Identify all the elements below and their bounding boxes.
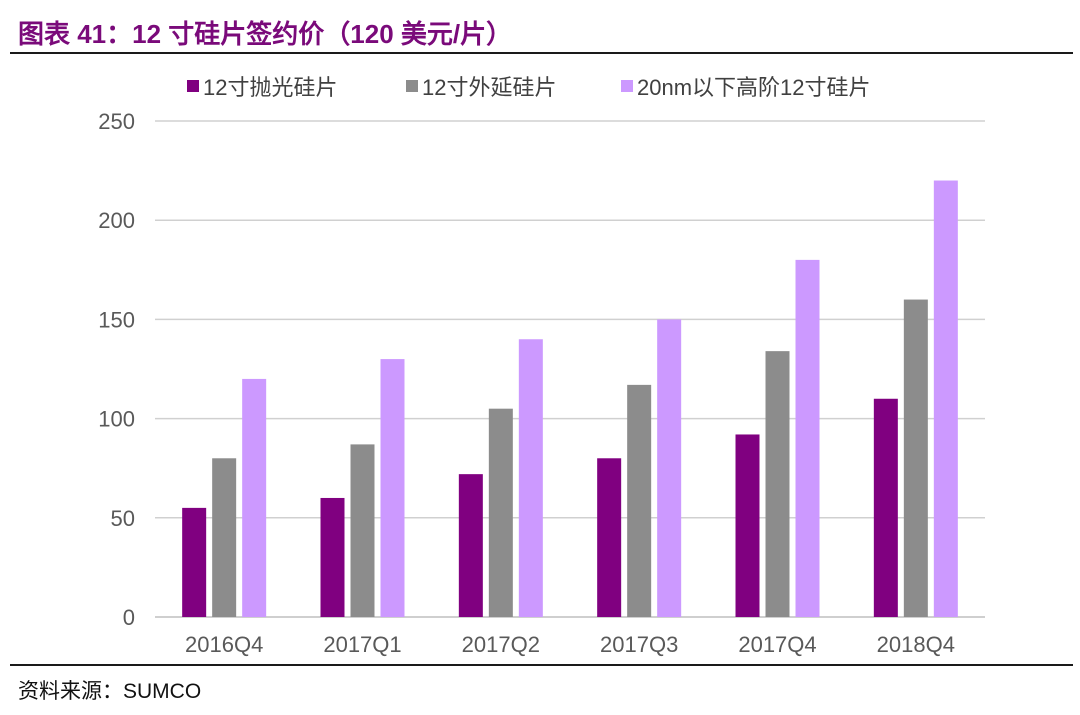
y-tick-label: 150 xyxy=(98,307,135,332)
bar-polished xyxy=(597,458,622,617)
y-tick-label: 200 xyxy=(98,208,135,233)
chart-legend: 12寸抛光硅片 12寸外延硅片 20nm以下高阶12寸硅片 xyxy=(0,70,1080,100)
legend-label-polished: 12寸抛光硅片 xyxy=(203,75,338,100)
bar-polished xyxy=(182,507,207,617)
x-tick-label: 2017Q4 xyxy=(738,632,816,657)
legend-swatch-polished xyxy=(187,80,199,92)
y-tick-label: 100 xyxy=(98,407,135,432)
bar-advanced xyxy=(657,319,682,617)
y-tick-label: 250 xyxy=(98,109,135,134)
bar-advanced xyxy=(933,180,958,617)
legend-swatch-advanced xyxy=(621,80,633,92)
x-tick-label: 2017Q2 xyxy=(462,632,540,657)
bar-chart: 0 50 100 150 200 250 2016Q4 2017Q1 2017Q2 2017Q3 2… xyxy=(98,109,985,657)
bar-advanced xyxy=(380,359,405,617)
x-tick-label: 2016Q4 xyxy=(185,632,263,657)
title-rule xyxy=(10,52,1073,54)
legend-item-epitaxial: 12寸外延硅片 xyxy=(406,70,556,102)
y-tick-label: 50 xyxy=(111,506,135,531)
bar-epitaxial xyxy=(765,351,790,617)
footer-rule xyxy=(10,664,1073,666)
bar-advanced xyxy=(518,339,543,617)
x-tick-label: 2017Q1 xyxy=(323,632,401,657)
bar-epitaxial xyxy=(903,299,928,617)
bar-polished xyxy=(873,398,898,617)
y-tick-label: 0 xyxy=(123,605,135,630)
legend-item-polished: 12寸抛光硅片 xyxy=(187,70,337,102)
bar-epitaxial xyxy=(212,458,237,617)
x-tick-label: 2018Q4 xyxy=(877,632,955,657)
bar-epitaxial xyxy=(627,384,652,617)
figure-title: 图表 41：12 寸硅片签约价（120 美元/片） xyxy=(18,19,513,49)
bar-polished xyxy=(320,497,345,617)
bar-advanced xyxy=(242,378,267,617)
legend-label-epitaxial: 12寸外延硅片 xyxy=(422,75,557,100)
legend-swatch-epitaxial xyxy=(406,80,418,92)
bar-advanced xyxy=(795,259,820,617)
bar-epitaxial xyxy=(350,444,375,617)
legend-label-advanced: 20nm以下高阶12寸硅片 xyxy=(637,75,871,100)
source-note: 资料来源：SUMCO xyxy=(18,680,202,703)
bar-polished xyxy=(735,434,760,617)
legend-item-advanced: 20nm以下高阶12寸硅片 xyxy=(621,70,871,102)
x-tick-label: 2017Q3 xyxy=(600,632,678,657)
bar-polished xyxy=(458,474,483,617)
bar-epitaxial xyxy=(488,408,513,617)
